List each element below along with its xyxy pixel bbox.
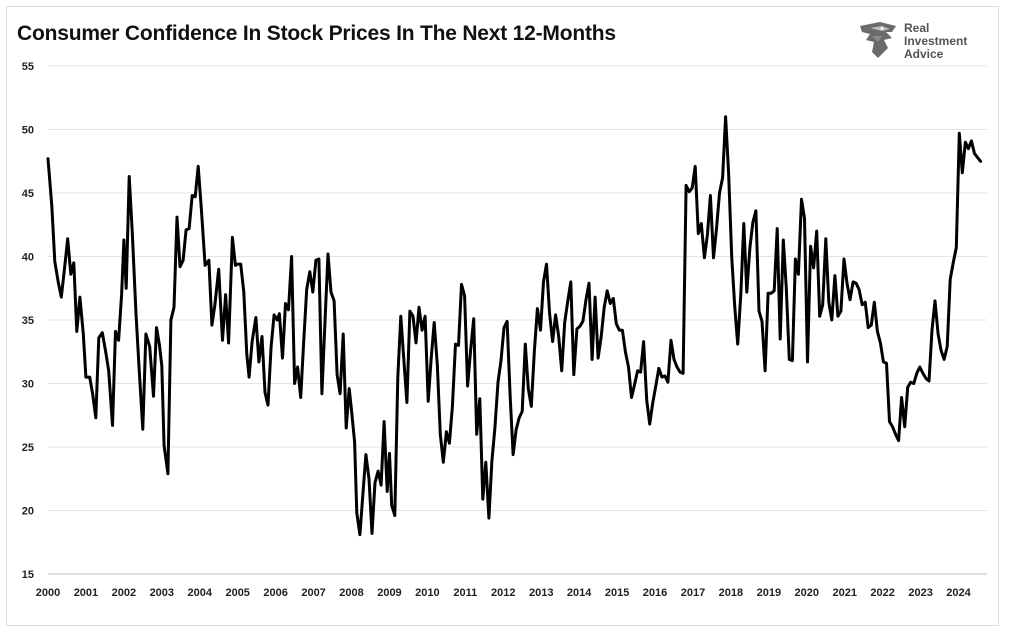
logo-line-1: Real <box>904 21 930 35</box>
y-tick-label: 50 <box>22 125 34 137</box>
x-tick-label: 2014 <box>567 587 592 599</box>
y-tick-label: 55 <box>22 61 34 73</box>
x-tick-label: 2018 <box>719 587 743 599</box>
logo-line-3: Advice <box>904 47 944 61</box>
y-tick-label: 45 <box>22 188 34 200</box>
x-tick-label: 2022 <box>870 587 894 599</box>
chart-title: Consumer Confidence In Stock Prices In T… <box>17 22 616 45</box>
x-tick-label: 2012 <box>491 587 515 599</box>
x-tick-label: 2017 <box>681 587 705 599</box>
y-axis-ticks: 15 20 25 30 35 40 45 50 55 <box>22 61 34 581</box>
x-tick-label: 2019 <box>757 587 781 599</box>
x-tick-label: 2013 <box>529 587 553 599</box>
y-tick-label: 40 <box>22 252 34 264</box>
series-lines <box>46 115 983 537</box>
x-tick-label: 2010 <box>415 587 439 599</box>
y-tick-label: 25 <box>22 442 34 454</box>
y-tick-label: 30 <box>22 379 34 391</box>
series-line-0 <box>46 115 983 537</box>
brand-logo: Real Investment Advice <box>856 18 986 64</box>
x-tick-label: 2021 <box>832 587 856 599</box>
logo-line-2: Investment <box>904 34 968 48</box>
x-tick-label: 2008 <box>339 587 363 599</box>
y-tick-label: 15 <box>22 569 34 581</box>
x-tick-label: 2000 <box>36 587 60 599</box>
x-tick-label: 2003 <box>150 587 174 599</box>
x-tick-label: 2023 <box>908 587 932 599</box>
x-tick-label: 2004 <box>188 587 213 599</box>
x-tick-label: 2011 <box>453 587 477 599</box>
x-tick-label: 2006 <box>263 587 287 599</box>
chart-frame <box>6 6 999 626</box>
x-axis-ticks: 2000 2001 2002 2003 2004 2005 2006 2007 2008 2009… <box>36 587 972 599</box>
x-tick-label: 2020 <box>795 587 819 599</box>
x-tick-label: 2015 <box>605 587 629 599</box>
x-tick-label: 2016 <box>643 587 667 599</box>
eagle-head-icon <box>860 22 896 58</box>
x-tick-label: 2001 <box>74 587 98 599</box>
x-tick-label: 2007 <box>301 587 325 599</box>
gridlines <box>48 65 987 575</box>
x-tick-label: 2005 <box>225 587 249 599</box>
x-tick-label: 2009 <box>377 587 401 599</box>
x-tick-label: 2002 <box>112 587 136 599</box>
y-tick-label: 20 <box>22 506 34 518</box>
x-tick-label: 2024 <box>946 587 971 599</box>
y-tick-label: 35 <box>22 315 34 327</box>
